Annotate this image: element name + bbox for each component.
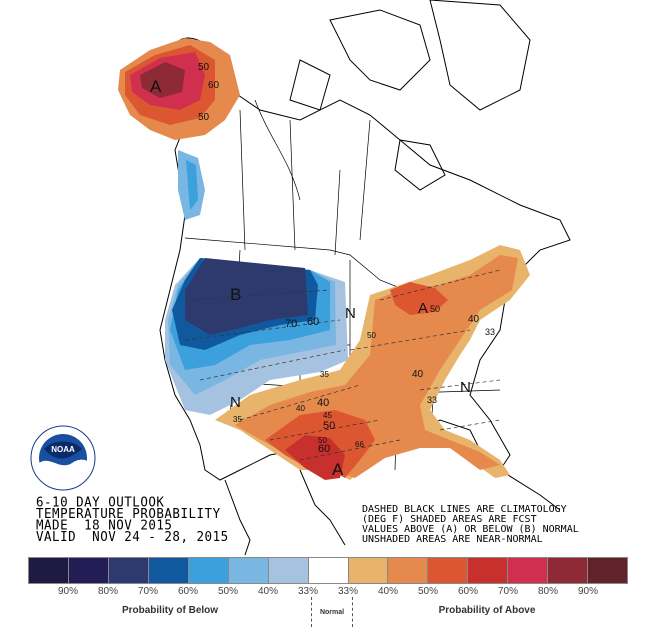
outlook-title: 6-10 DAY OUTLOOK — [36, 493, 165, 510]
contour-label: 50 — [430, 304, 440, 314]
legend-above-tick: 90% — [577, 586, 599, 597]
legend-below-tick: 33% — [297, 586, 319, 597]
contour-label: 50 — [323, 420, 335, 432]
legend-swatch — [388, 558, 429, 583]
label-normal-southwest: N — [230, 394, 241, 411]
legend-below-tick: 80% — [97, 586, 119, 597]
legend-below-tick: 90% — [57, 586, 79, 597]
legend-above-tick: 33% — [337, 586, 359, 597]
contour-label: 50 — [198, 62, 210, 73]
contour-label: 50 — [318, 436, 327, 445]
label-above-alaska: A — [150, 77, 162, 96]
label-normal-plains: N — [345, 305, 356, 322]
legend-below-tick: 70% — [137, 586, 159, 597]
outlook-title-block: 6-10 DAY OUTLOOK TEMPERATURE PROBABILITY M… — [36, 493, 229, 545]
map-labels: A 50 60 50 B 70 60 N N N A 50 40 33 35 5… — [150, 62, 495, 479]
legend-below-tick: 40% — [257, 586, 279, 597]
noaa-emblem-icon: NOAA — [30, 425, 96, 491]
contour-label: 60 — [318, 443, 330, 455]
above-caption: Probability of Above — [438, 605, 536, 616]
valid-dates: VALID NOV 24 - 28, 2015 — [36, 528, 229, 545]
contour-label: 50 — [198, 112, 210, 123]
legend-swatch — [268, 558, 309, 583]
outlook-subtitle: TEMPERATURE PROBABILITY — [36, 505, 221, 522]
legend-swatch — [508, 558, 549, 583]
legend-below-tick: 50% — [217, 586, 239, 597]
probability-legend — [28, 557, 628, 584]
legend-swatch — [148, 558, 189, 583]
legend-above-tick: 50% — [417, 586, 439, 597]
contour-label: 60 — [208, 80, 220, 91]
normal-caption-box: Normal — [311, 597, 353, 627]
label-normal-southeast: N — [460, 379, 471, 396]
label-above-texas: A — [332, 460, 344, 479]
legend-swatch — [108, 558, 149, 583]
contour-label: 60 — [307, 316, 319, 328]
texas-above-60 — [285, 435, 345, 480]
below-caption: Probability of Below — [121, 605, 219, 616]
legend-swatch — [188, 558, 229, 583]
normal-caption: Normal — [319, 609, 345, 616]
contour-label: 45 — [323, 411, 332, 420]
west-below-80 — [185, 258, 308, 335]
legend-swatch — [348, 558, 389, 583]
legend-swatch — [588, 558, 628, 583]
legend-swatch — [68, 558, 109, 583]
legend-above-tick: 70% — [497, 586, 519, 597]
legend-swatch — [468, 558, 509, 583]
contour-label: 33 — [485, 327, 495, 337]
alaska-above-70 — [140, 62, 185, 98]
great-lakes-above-50 — [390, 282, 448, 315]
contour-label: 40 — [468, 314, 480, 325]
contour-label: 35 — [233, 415, 242, 424]
noaa-logo: NOAA — [30, 425, 96, 491]
legend-swatch — [29, 558, 69, 583]
legend-above-tick: 80% — [537, 586, 559, 597]
contour-label: 40 — [317, 397, 329, 409]
label-above-great-lakes: A — [418, 300, 428, 317]
note-line: DASHED BLACK LINES ARE CLIMATOLOGY — [362, 504, 567, 515]
contour-label: 50 — [367, 331, 376, 340]
contour-label: 70 — [285, 318, 297, 330]
bc-coast-below-inner — [186, 160, 198, 210]
legend-swatch — [228, 558, 269, 583]
contour-label: 35 — [320, 370, 329, 379]
legend-swatch — [428, 558, 469, 583]
map-notes: DASHED BLACK LINES ARE CLIMATOLOGY (DEG F… — [362, 505, 579, 545]
legend-below-tick: 60% — [177, 586, 199, 597]
contour-label: 66 — [355, 440, 364, 449]
legend-above-tick: 40% — [377, 586, 399, 597]
legend-swatch — [548, 558, 589, 583]
svg-text:NOAA: NOAA — [51, 445, 75, 454]
legend-above-tick: 60% — [457, 586, 479, 597]
climatology-lines — [184, 269, 501, 461]
note-line: UNSHADED AREAS ARE NEAR-NORMAL — [362, 534, 543, 545]
contour-label: 40 — [412, 369, 424, 380]
note-line: (DEG F) SHADED AREAS ARE FCST — [362, 514, 537, 525]
label-below-west: B — [230, 285, 241, 304]
contour-label: 40 — [296, 404, 305, 413]
made-date: MADE 18 NOV 2015 — [36, 516, 173, 533]
outlook-map: A 50 60 50 B 70 60 N N N A 50 40 33 35 5… — [118, 0, 571, 556]
contour-label: 33 — [427, 395, 437, 405]
note-line: VALUES ABOVE (A) OR BELOW (B) NORMAL — [362, 524, 579, 535]
legend-swatch — [308, 558, 349, 583]
